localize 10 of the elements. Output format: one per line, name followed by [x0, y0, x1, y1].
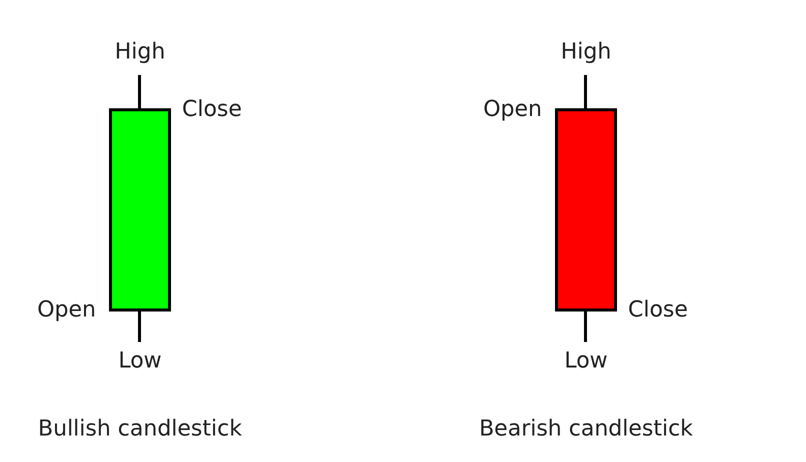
annotation: Open	[37, 297, 96, 322]
annotation: High	[560, 40, 612, 64]
annotation: Low	[564, 348, 608, 374]
annotation: Low	[118, 348, 162, 374]
x-tick-label: Bullish candlestick	[38, 416, 242, 442]
annotation: High	[114, 40, 166, 64]
annotation: Close	[182, 97, 242, 122]
annotation: Open	[483, 97, 542, 122]
x-tick-label: Bearish candlestick	[479, 416, 694, 442]
annotation: Close	[628, 297, 688, 322]
